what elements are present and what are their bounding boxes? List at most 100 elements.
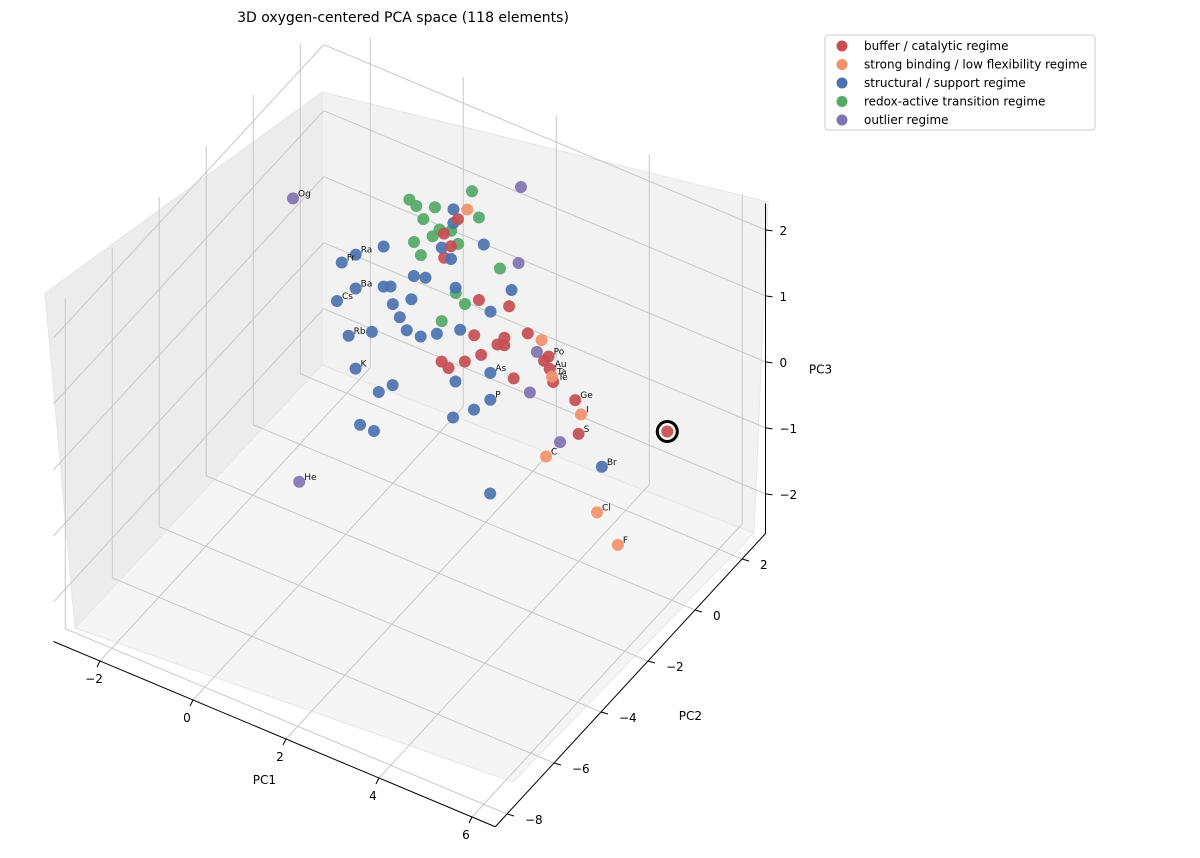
- y-axis-line: [494, 533, 766, 828]
- x-tick-label: −2: [85, 672, 103, 686]
- point-label: Au: [555, 360, 567, 370]
- data-point: [447, 411, 460, 424]
- x-tick-mark: [282, 738, 287, 746]
- point-label: Fr: [347, 253, 356, 263]
- data-point: [484, 487, 497, 500]
- grid-line: [285, 445, 557, 740]
- data-point: [435, 241, 448, 254]
- data-point: [661, 425, 674, 438]
- grid-line: [206, 475, 649, 662]
- data-point: [458, 355, 471, 368]
- data-point: [507, 372, 520, 385]
- data-point: [428, 201, 441, 214]
- gridlines: [53, 37, 766, 818]
- data-point: [386, 298, 399, 311]
- z-tick-mark: [765, 229, 773, 232]
- x-tick-label: 0: [183, 711, 191, 725]
- point-label: K: [361, 360, 368, 370]
- legend-marker: [836, 40, 848, 52]
- data-point: [349, 362, 362, 375]
- data-point: [472, 293, 485, 306]
- grid-line: [53, 176, 325, 471]
- data-point: [430, 327, 443, 340]
- y-tick-mark: [600, 711, 609, 715]
- legend-label: structural / support regime: [864, 76, 1026, 90]
- x-tick-label: 2: [276, 750, 284, 764]
- data-point: [546, 370, 559, 383]
- data-point: [572, 427, 585, 440]
- data-point: [419, 271, 432, 284]
- data-point: [505, 284, 518, 297]
- data-point: [405, 293, 418, 306]
- data-point: [442, 362, 455, 375]
- grid-line: [112, 577, 555, 764]
- grid-line: [471, 523, 743, 818]
- highlight-ring: [655, 420, 679, 443]
- grid-line: [159, 526, 602, 713]
- data-points: Og Ra Fr Ba Po Cs Au Te Rb Ta K Ge As I P S C Br Cl F He: [287, 181, 674, 551]
- y-tick-mark: [647, 660, 656, 664]
- legend-marker: [836, 77, 848, 89]
- legend-label: strong binding / low flexibility regime: [864, 58, 1087, 72]
- data-point: [472, 211, 485, 224]
- point-label: Cs: [342, 292, 353, 302]
- data-point: [454, 323, 467, 336]
- data-point: [407, 269, 420, 282]
- data-point: [461, 203, 474, 216]
- legend-label: buffer / catalytic regime: [864, 39, 1008, 53]
- y-tick-mark: [553, 762, 562, 766]
- floor-pane: [74, 364, 755, 783]
- point-label: I: [586, 405, 589, 415]
- point-label: Cl: [602, 503, 611, 513]
- point-label: As: [495, 364, 506, 374]
- chart-title: 3D oxygen-centered PCA space (118 elemen…: [237, 10, 569, 26]
- z-tick-mark: [765, 295, 773, 298]
- x-tick-mark: [189, 699, 194, 707]
- point-label: He: [304, 473, 317, 483]
- data-point: [475, 348, 488, 361]
- legend-marker: [836, 59, 848, 70]
- point-label: Ta: [556, 368, 567, 378]
- y-tick-label: −2: [666, 660, 684, 674]
- z-tick-mark: [765, 427, 773, 430]
- point-label: Og: [298, 189, 311, 199]
- data-point: [365, 325, 378, 338]
- x-tick-mark: [375, 777, 380, 785]
- data-point: [400, 324, 413, 337]
- y-tick-label: −8: [525, 813, 543, 827]
- grid-line: [192, 406, 464, 701]
- y-tick-label: −4: [619, 711, 637, 725]
- y-tick-mark: [506, 813, 515, 817]
- legend-frame: [824, 34, 1096, 131]
- data-point: [459, 298, 471, 310]
- data-point: [493, 262, 506, 275]
- point-label: Te: [557, 373, 568, 383]
- x-tick-label: 4: [369, 789, 377, 803]
- point-label: Ba: [361, 280, 373, 290]
- data-point: [468, 329, 481, 342]
- data-point: [477, 238, 490, 251]
- data-point: [342, 329, 355, 342]
- y-tick-label: 2: [760, 558, 768, 572]
- grid-line: [53, 308, 325, 603]
- data-point: [512, 257, 525, 270]
- data-point: [349, 248, 362, 261]
- legend-label: outlier regime: [864, 113, 949, 127]
- x-tick-mark: [96, 660, 101, 668]
- x-axis-label: PC1: [253, 773, 276, 787]
- grid-line: [53, 110, 325, 405]
- z-tick-label: −1: [780, 422, 798, 436]
- data-point: [335, 256, 348, 269]
- x-tick-label: 6: [462, 828, 470, 842]
- highlight-circle: [655, 420, 679, 443]
- data-point: [575, 408, 587, 421]
- data-point: [407, 236, 420, 249]
- data-point: [354, 418, 367, 431]
- data-point: [410, 200, 423, 213]
- point-label: Br: [607, 458, 617, 468]
- data-point: [349, 282, 362, 295]
- y-tick-mark: [694, 609, 703, 613]
- grid-line: [99, 367, 371, 662]
- data-point: [377, 240, 390, 253]
- grid-line: [300, 373, 743, 560]
